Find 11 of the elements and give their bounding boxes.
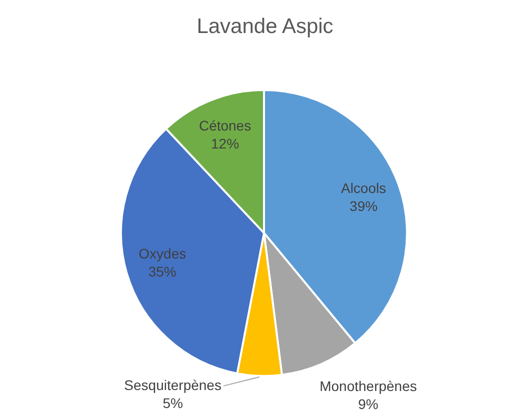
slice-label: Cétones	[198, 117, 252, 134]
data-label: 12%	[211, 136, 240, 152]
slice-label: Alcools	[340, 180, 386, 196]
slice-label: Oxydes	[138, 245, 186, 262]
data-label: 9%	[358, 396, 378, 412]
data-label: 5%	[162, 395, 183, 412]
slice-label: Monotherpènes	[320, 378, 417, 394]
slice-label: Sesquiterpènes	[124, 376, 222, 393]
chart-title: Lavande Aspic	[196, 15, 334, 38]
data-label: 39%	[350, 198, 378, 214]
data-label: 35%	[148, 264, 176, 280]
